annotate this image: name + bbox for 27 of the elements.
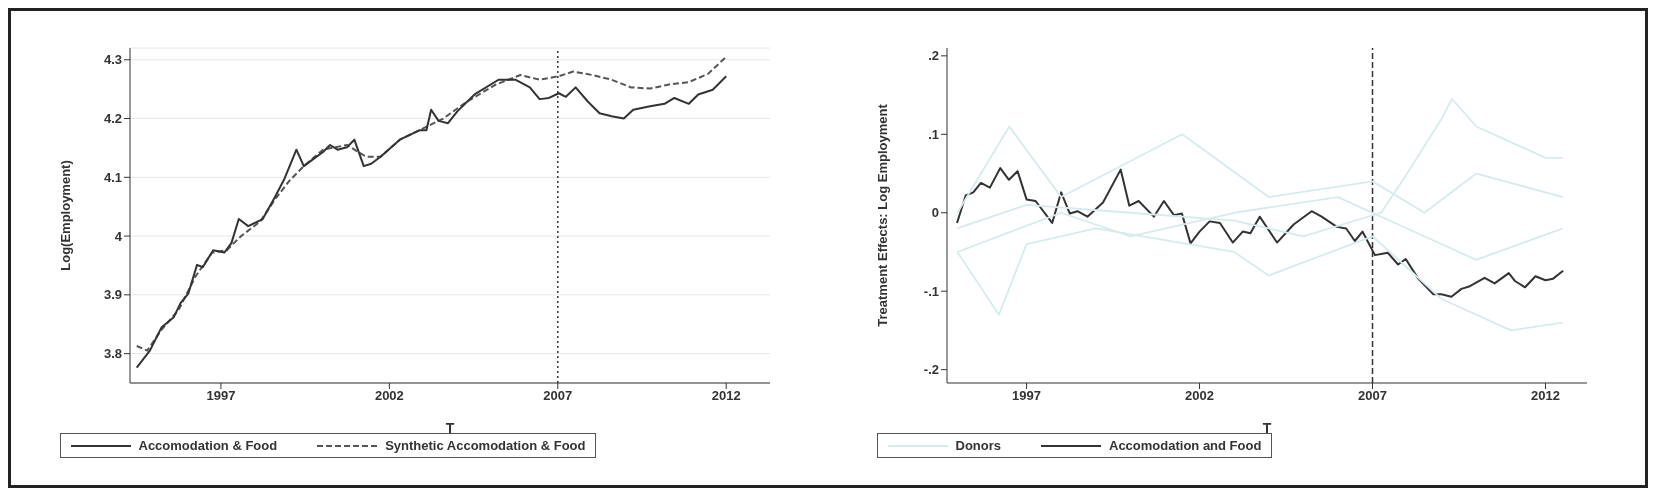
legend-label: Accomodation & Food: [138, 438, 278, 453]
x-tick-label: 2012: [711, 388, 741, 404]
y-tick-label: -.2: [923, 362, 939, 378]
y-tick-label: 3.9: [103, 287, 122, 303]
legend-label: Synthetic Accomodation & Food: [385, 438, 586, 453]
y-tick-label: 4: [114, 228, 123, 244]
y-tick-label: -.1: [923, 283, 939, 299]
y-tick-label: 4.2: [103, 111, 122, 127]
legend-label: Accomodation and Food: [1109, 438, 1262, 453]
x-tick-label: 2007: [542, 388, 572, 404]
y-tick-label: 4.1: [103, 169, 122, 185]
y-tick-label: .2: [927, 48, 939, 64]
y-axis-title: Log(Employment): [57, 160, 73, 271]
x-axis-title: T: [445, 420, 455, 436]
x-tick-label: 2012: [1530, 388, 1560, 404]
y-tick-label: .1: [927, 126, 939, 142]
x-axis-title: T: [1262, 420, 1272, 436]
y-tick-label: 4.3: [103, 52, 122, 68]
x-tick-label: 2002: [374, 388, 404, 404]
y-axis-title: Treatment Effects: Log Employment: [874, 103, 890, 327]
x-tick-label: 2002: [1184, 388, 1214, 404]
x-tick-label: 2007: [1357, 388, 1387, 404]
legend-label: Donors: [955, 438, 1001, 453]
x-tick-label: 1997: [205, 388, 235, 404]
x-tick-label: 1997: [1011, 388, 1041, 404]
y-tick-label: 0: [931, 205, 939, 221]
y-tick-label: 3.8: [103, 346, 122, 362]
